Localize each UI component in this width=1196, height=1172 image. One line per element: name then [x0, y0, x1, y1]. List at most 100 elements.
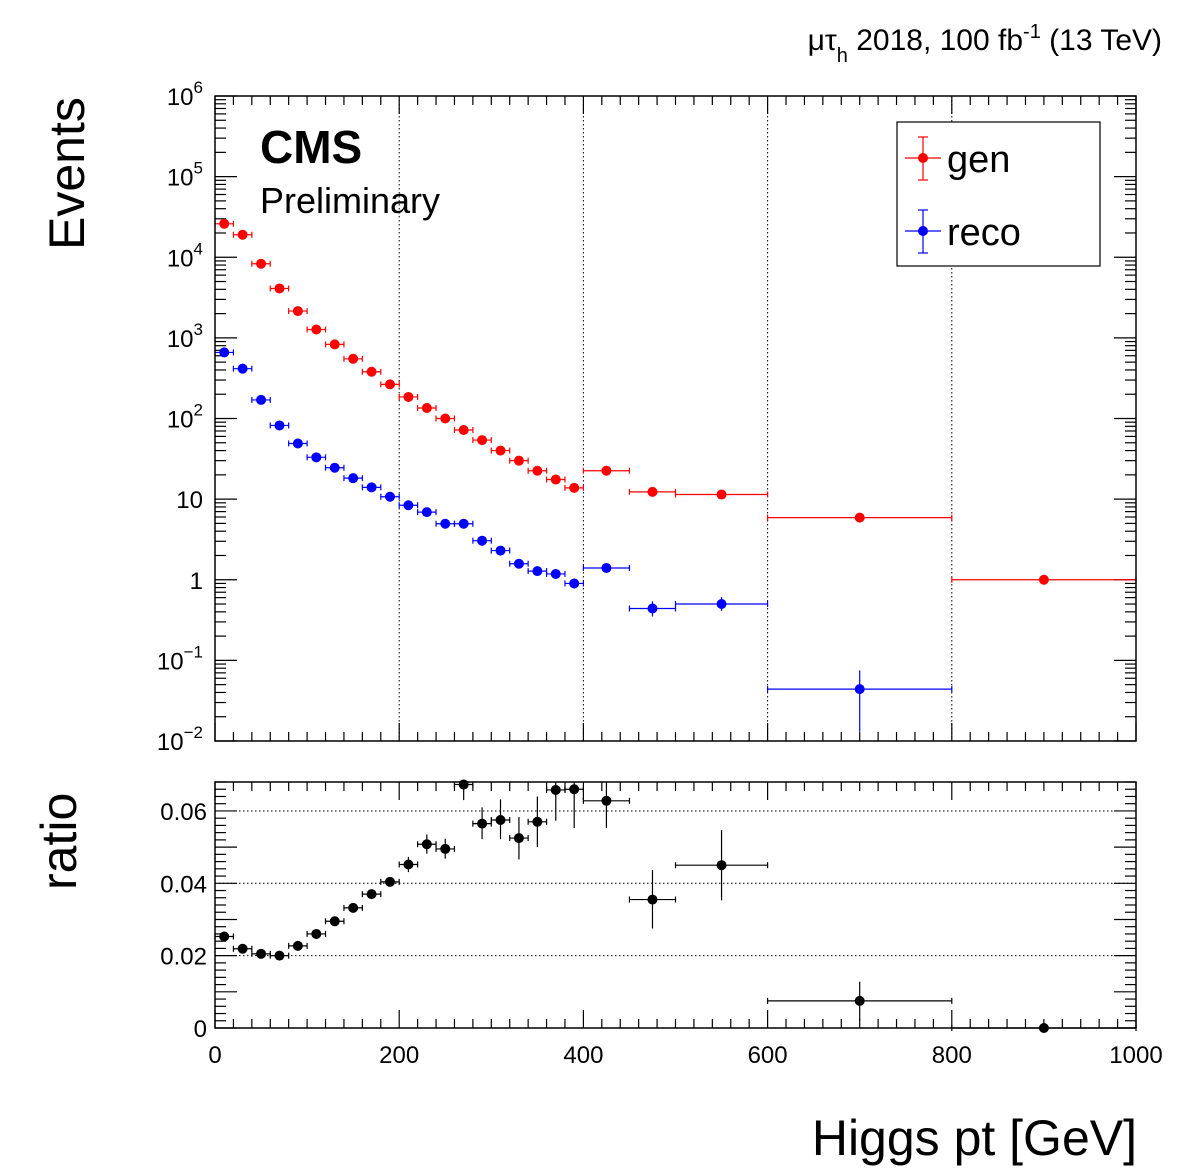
data-point-ratio: [628, 869, 677, 929]
legend-entry-gen: gen: [905, 136, 1010, 181]
y-tick-label: 102: [167, 401, 203, 434]
preliminary-label: Preliminary: [260, 180, 440, 221]
data-point-ratio: [306, 928, 327, 939]
data-point-reco: [306, 452, 327, 463]
data-point-reco: [417, 507, 437, 518]
marker-reco: [329, 462, 340, 473]
marker-gen: [532, 465, 543, 476]
data-point-gen: [324, 339, 345, 350]
y-tick-label: 0.02: [160, 944, 207, 971]
marker-ratio: [219, 931, 230, 942]
marker-gen: [237, 229, 248, 240]
data-point-reco: [472, 535, 492, 546]
marker-ratio: [601, 795, 612, 806]
data-point-gen: [527, 465, 548, 476]
marker-gen: [477, 435, 488, 446]
marker-gen: [384, 379, 395, 390]
marker-reco: [601, 562, 612, 573]
y-tick-label: 106: [167, 78, 203, 111]
data-point-reco: [361, 482, 382, 493]
data-point-ratio: [564, 782, 585, 828]
y-tick-label: 0.06: [160, 799, 207, 826]
marker-gen: [854, 512, 865, 523]
data-point-ratio: [269, 950, 290, 961]
marker-reco: [311, 452, 322, 463]
marker-ratio: [716, 860, 727, 871]
data-point-ratio: [766, 981, 953, 1021]
marker-gen: [348, 353, 359, 364]
marker-gen: [716, 489, 727, 500]
bottom-y-axis-title: ratio: [31, 793, 87, 890]
marker-ratio: [550, 784, 561, 795]
data-point-reco: [435, 518, 456, 529]
marker-gen: [366, 366, 377, 377]
marker-gen: [329, 339, 340, 350]
data-point-reco: [582, 562, 631, 573]
marker-reco: [495, 545, 506, 556]
y-tick-label: 103: [167, 320, 203, 353]
data-point-gen: [951, 574, 1137, 585]
marker-reco: [348, 473, 359, 484]
marker-reco: [550, 568, 561, 579]
data-point-ratio: [214, 931, 235, 942]
data-point-gen: [288, 306, 308, 317]
data-point-ratio: [509, 817, 529, 860]
cms-label: CMS: [260, 121, 362, 173]
marker-ratio: [311, 928, 322, 939]
data-point-reco: [380, 491, 400, 502]
data-point-ratio: [232, 943, 253, 954]
data-point-ratio: [527, 796, 548, 848]
marker-reco: [647, 603, 658, 614]
top-grid: [398, 96, 953, 741]
data-point-gen: [453, 425, 474, 436]
data-point-reco: [628, 601, 677, 617]
data-point-ratio: [398, 856, 419, 873]
data-point-reco: [674, 597, 769, 611]
data-point-gen: [435, 413, 456, 424]
marker-gen: [1038, 574, 1049, 585]
marker-ratio: [403, 859, 414, 870]
data-point-ratio: [343, 902, 363, 913]
data-point-reco: [545, 568, 566, 579]
data-point-ratio: [380, 876, 400, 887]
marker-gen: [550, 474, 561, 485]
data-point-ratio: [361, 889, 382, 900]
marker-gen: [647, 486, 658, 497]
data-point-reco: [288, 438, 308, 449]
marker-reco: [532, 566, 543, 577]
x-tick-label: 200: [379, 1042, 419, 1069]
marker-gen: [513, 455, 524, 466]
x-tick-label: 800: [932, 1042, 972, 1069]
top-y-axis-title: Events: [39, 97, 95, 250]
data-point-gen: [490, 445, 511, 456]
data-point-ratio: [251, 948, 271, 959]
marker-gen: [219, 218, 230, 229]
marker-gen: [403, 391, 414, 402]
data-point-reco: [564, 578, 585, 589]
y-tick-label: 10−2: [157, 723, 203, 756]
data-point-reco: [766, 670, 953, 732]
marker-gen: [311, 324, 322, 335]
marker-reco: [237, 363, 248, 374]
data-point-reco: [398, 500, 419, 511]
data-point-reco: [232, 363, 253, 374]
marker-gen: [601, 465, 612, 476]
y-tick-label: 104: [167, 239, 203, 272]
data-point-gen: [214, 218, 235, 229]
y-tick-label: 1: [190, 568, 203, 595]
bottom-panel: 0 0.02 0.04 0.06 0 200 400 600 800 1000 ratio Hi…: [31, 779, 1163, 1166]
marker-gen: [292, 306, 303, 317]
top-panel: 10−2 10−1 1 10 102 103 104 105 106 Events CMS Pr…: [39, 78, 1137, 756]
data-point-ratio: [417, 834, 437, 854]
marker-ratio: [366, 889, 377, 900]
data-point-gen: [306, 324, 327, 335]
marker-ratio: [532, 816, 543, 827]
marker-reco: [292, 438, 303, 449]
x-tick-label: 0: [208, 1042, 221, 1069]
marker-reco: [458, 518, 469, 529]
marker-ratio: [237, 943, 248, 954]
data-point-ratio: [472, 807, 492, 840]
marker-ratio: [348, 902, 359, 913]
marker-gen: [256, 258, 267, 269]
